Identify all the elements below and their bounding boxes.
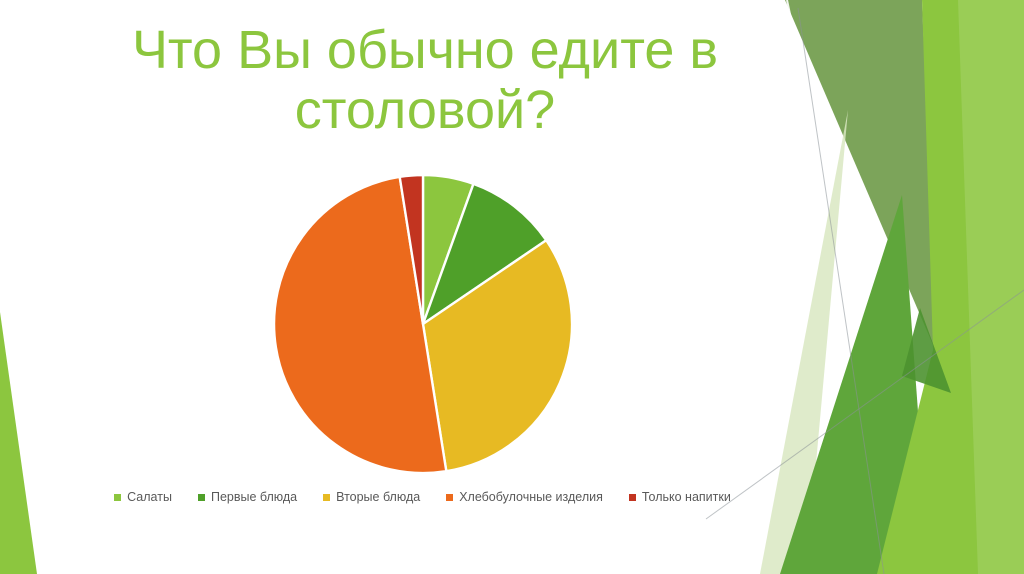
legend-item: Первые блюда bbox=[197, 490, 298, 504]
decor-dark-overlap-triangle bbox=[902, 308, 951, 393]
legend-item: Вторые блюда bbox=[323, 490, 420, 504]
pie-chart bbox=[271, 172, 575, 476]
legend-item: Салаты bbox=[114, 490, 172, 504]
legend-item: Только напитки bbox=[628, 490, 731, 504]
slide-title-line-2: столовой? bbox=[294, 80, 556, 140]
pie-slice-2 bbox=[421, 239, 574, 473]
decor-light-band bbox=[958, 0, 1024, 574]
decor-white-seam bbox=[786, 0, 813, 119]
legend-marker bbox=[197, 493, 205, 501]
pie-slice-4 bbox=[398, 173, 425, 326]
decor-left-wedge bbox=[0, 312, 37, 574]
pie-slice-3 bbox=[272, 175, 448, 475]
legend-label: Первые блюда bbox=[210, 490, 298, 504]
pie-chart-svg bbox=[272, 173, 574, 475]
legend-item: Хлебобулочные изделия bbox=[446, 490, 603, 504]
decor-sage-triangle bbox=[785, 0, 936, 352]
legend-label: Хлебобулочные изделия bbox=[459, 490, 603, 504]
legend-marker bbox=[323, 493, 331, 501]
legend-marker bbox=[114, 493, 122, 501]
chart-legend: Салаты Первые блюда Вторые блюда Хлебобулоч… bbox=[0, 490, 845, 504]
legend-label: Салаты bbox=[127, 490, 172, 504]
pie-slice-1 bbox=[421, 182, 548, 326]
decor-thin-line-shallow bbox=[705, 289, 1024, 520]
decor-pale-wedge bbox=[760, 110, 848, 574]
legend-label: Только напитки bbox=[641, 490, 731, 504]
legend-marker bbox=[628, 493, 636, 501]
legend-marker bbox=[446, 493, 454, 501]
decor-bright-column bbox=[877, 0, 1024, 574]
decor-medium-triangle bbox=[780, 195, 930, 574]
legend-label: Вторые блюда bbox=[336, 490, 421, 504]
slide-title-line-1: Что Вы обычно едите в bbox=[131, 20, 719, 80]
slide-title: Что Вы обычно едите в столовой? bbox=[80, 20, 770, 140]
